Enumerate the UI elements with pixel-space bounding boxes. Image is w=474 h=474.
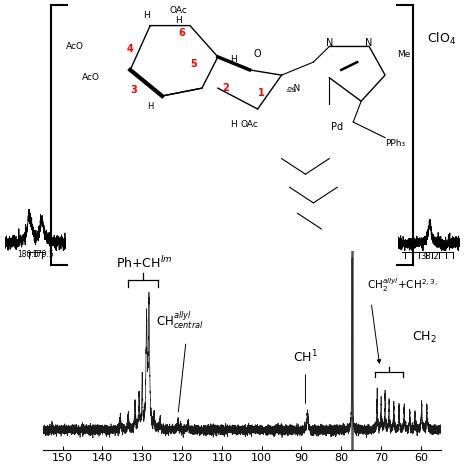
Text: H: H (147, 102, 154, 111)
Text: ClO$_4$: ClO$_4$ (427, 31, 456, 47)
Text: CH$^{allyl}_{central}$: CH$^{allyl}_{central}$ (156, 310, 204, 331)
Text: PPh₃: PPh₃ (385, 138, 405, 147)
Text: H: H (143, 11, 150, 20)
Text: H: H (174, 16, 182, 25)
Text: CH$^1$: CH$^1$ (293, 348, 318, 365)
Text: ≈≈: ≈≈ (285, 88, 297, 94)
Text: 6: 6 (179, 28, 185, 38)
Text: 180.0: 180.0 (18, 250, 39, 259)
Text: CH$_2^{allyl}$+CH$^{2,3,}$: CH$_2^{allyl}$+CH$^{2,3,}$ (367, 276, 438, 294)
Text: 2: 2 (222, 83, 229, 93)
Text: 5: 5 (191, 59, 197, 69)
Text: O: O (254, 49, 262, 59)
Text: 1: 1 (258, 88, 265, 98)
Text: ~N: ~N (286, 84, 301, 93)
Text: 3: 3 (131, 85, 137, 95)
Text: 38.2: 38.2 (420, 252, 439, 261)
Text: 4: 4 (127, 44, 134, 54)
Text: 179.5: 179.5 (32, 250, 54, 259)
Text: Me: Me (397, 50, 410, 59)
Text: AcO: AcO (82, 73, 100, 82)
Text: Pd: Pd (331, 122, 343, 132)
Text: Ph+CH$^{Im}$: Ph+CH$^{Im}$ (116, 255, 173, 272)
Text: OAc: OAc (169, 6, 187, 15)
Text: N: N (326, 38, 333, 48)
Text: N: N (365, 38, 373, 48)
Text: CH$_2$: CH$_2$ (412, 330, 438, 345)
Text: H: H (230, 55, 237, 64)
Text: OAc: OAc (241, 120, 259, 129)
Text: AcO: AcO (65, 42, 83, 51)
Text: H: H (230, 120, 237, 129)
